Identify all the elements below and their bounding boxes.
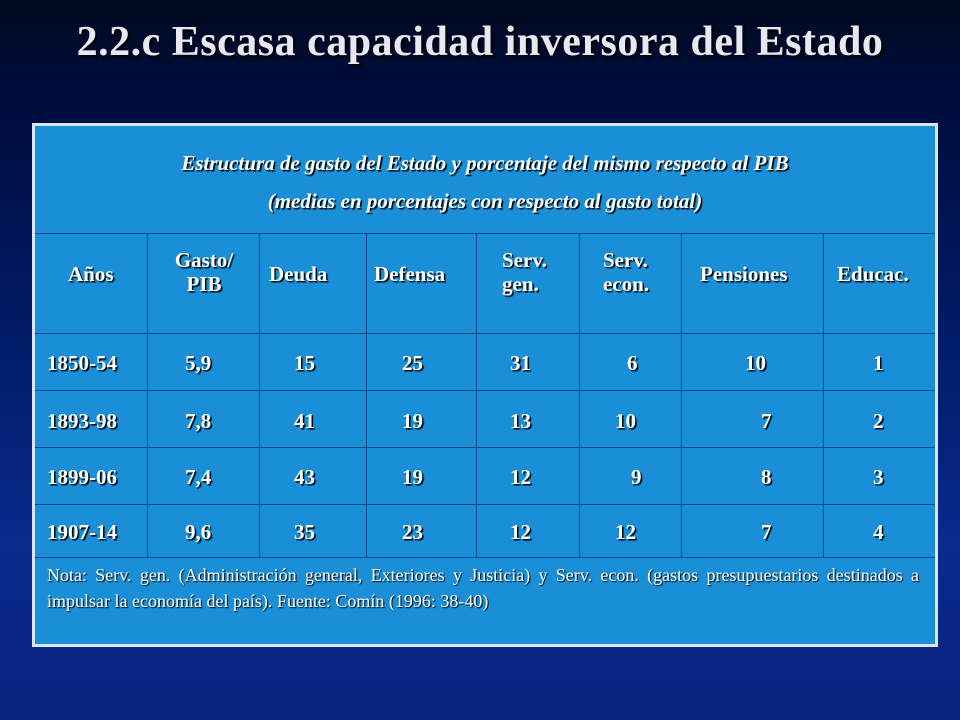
header-defensa: Defensa bbox=[374, 262, 446, 286]
cell-serv-econ: 9 bbox=[631, 465, 642, 489]
cell-educac: 1 bbox=[873, 351, 884, 375]
header-years: Años bbox=[68, 262, 114, 286]
header-deuda: Deuda bbox=[269, 262, 328, 286]
cell-serv-gen: 13 bbox=[510, 409, 531, 433]
header-gasto-pib: Gasto/PIB bbox=[174, 248, 234, 296]
cell-defensa: 25 bbox=[402, 351, 423, 375]
column-divider bbox=[579, 233, 580, 557]
cell-gasto-pib: 9,6 bbox=[185, 520, 212, 544]
cell-gasto-pib: 7,4 bbox=[185, 465, 212, 489]
cell-deuda: 41 bbox=[294, 409, 315, 433]
row-divider bbox=[35, 390, 935, 391]
row-divider bbox=[35, 447, 935, 448]
cell-serv-gen: 31 bbox=[510, 351, 531, 375]
cell-pensiones: 7 bbox=[761, 409, 772, 433]
cell-pensiones: 7 bbox=[761, 520, 772, 544]
cell-serv-econ: 6 bbox=[627, 351, 638, 375]
cell-year: 1907-14 bbox=[47, 520, 117, 544]
table-caption: Estructura de gasto del Estado y porcent… bbox=[35, 144, 935, 220]
cell-pensiones: 10 bbox=[745, 351, 766, 375]
expenditure-table: Estructura de gasto del Estado y porcent… bbox=[32, 123, 938, 647]
cell-serv-gen: 12 bbox=[510, 520, 531, 544]
cell-defensa: 23 bbox=[402, 520, 423, 544]
header-educac: Educac. bbox=[837, 262, 909, 286]
cell-defensa: 19 bbox=[402, 465, 423, 489]
header-serv-econ: Serv. econ. bbox=[603, 248, 650, 296]
column-divider bbox=[259, 233, 260, 557]
cell-serv-gen: 12 bbox=[510, 465, 531, 489]
cell-year: 1893-98 bbox=[47, 409, 117, 433]
cell-deuda: 43 bbox=[294, 465, 315, 489]
cell-deuda: 35 bbox=[294, 520, 315, 544]
row-divider bbox=[35, 504, 935, 505]
cell-year: 1850-54 bbox=[47, 351, 117, 375]
cell-educac: 2 bbox=[873, 409, 884, 433]
cell-educac: 4 bbox=[873, 520, 884, 544]
cell-deuda: 15 bbox=[294, 351, 315, 375]
note-divider bbox=[35, 557, 935, 558]
column-divider bbox=[681, 233, 682, 557]
column-divider bbox=[147, 233, 148, 557]
slide-title: 2.2.c Escasa capacidad inversora del Est… bbox=[76, 19, 884, 65]
caption-divider bbox=[35, 233, 935, 234]
header-divider bbox=[35, 333, 935, 334]
cell-defensa: 19 bbox=[402, 409, 423, 433]
cell-pensiones: 8 bbox=[761, 465, 772, 489]
cell-educac: 3 bbox=[873, 465, 884, 489]
cell-year: 1899-06 bbox=[47, 465, 117, 489]
column-divider bbox=[823, 233, 824, 557]
header-serv-gen: Serv. gen. bbox=[502, 248, 547, 296]
caption-line-2: (medias en porcentajes con respecto al g… bbox=[267, 189, 703, 213]
cell-gasto-pib: 5,9 bbox=[185, 351, 212, 375]
header-pensiones: Pensiones bbox=[700, 262, 788, 286]
table-note: Nota: Serv. gen. (Administración general… bbox=[47, 565, 919, 611]
caption-line-1: Estructura de gasto del Estado y porcent… bbox=[181, 151, 789, 175]
cell-gasto-pib: 7,8 bbox=[185, 409, 212, 433]
column-divider bbox=[476, 233, 477, 557]
cell-serv-econ: 12 bbox=[615, 520, 636, 544]
column-divider bbox=[366, 233, 367, 557]
cell-serv-econ: 10 bbox=[615, 409, 636, 433]
